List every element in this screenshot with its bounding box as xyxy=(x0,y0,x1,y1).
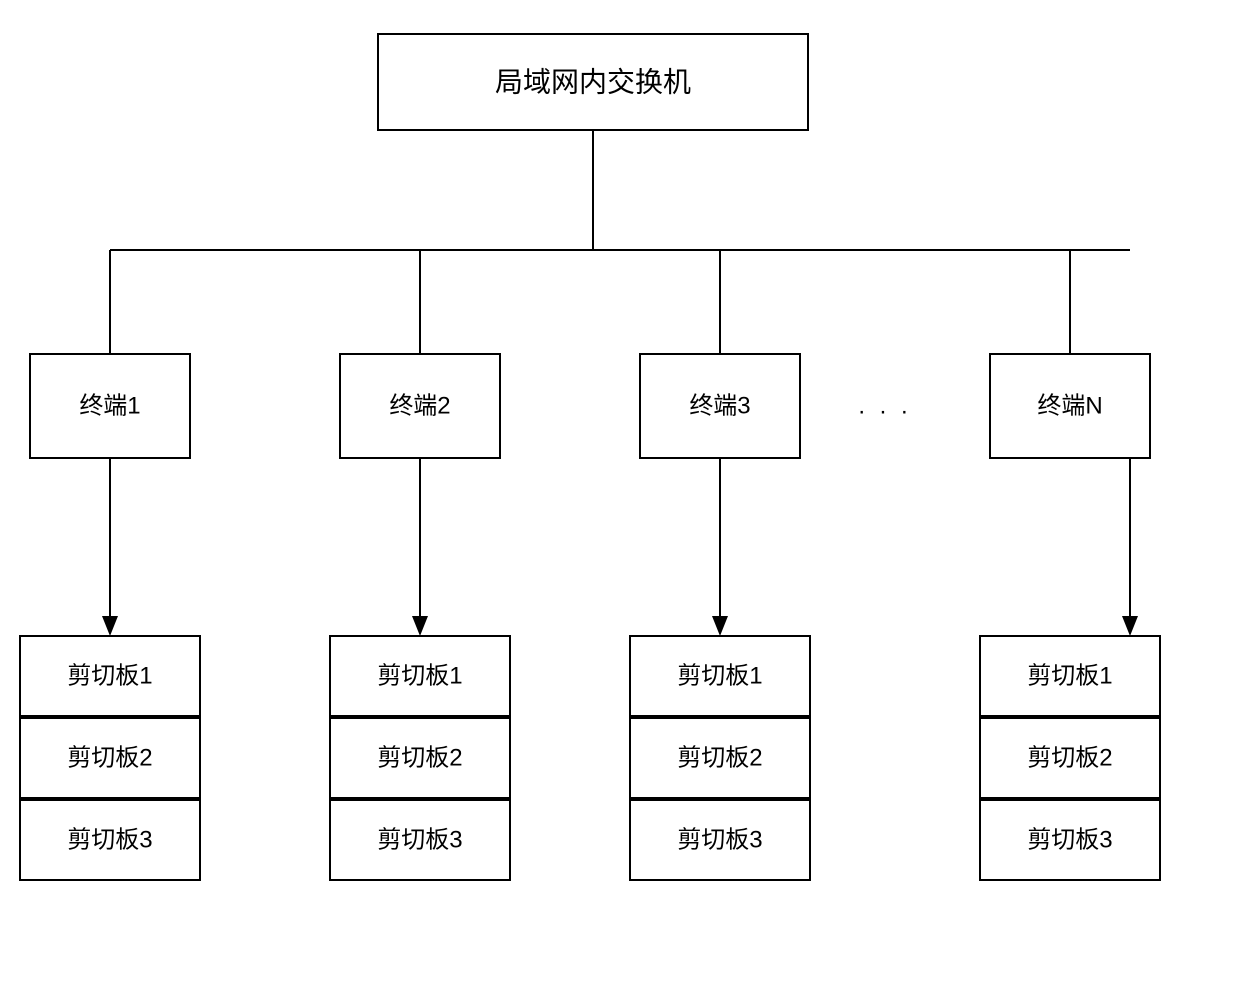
terminal-2-clipboard-3-label: 剪切板3 xyxy=(377,827,462,854)
terminal-1-clipboard-3-label: 剪切板3 xyxy=(67,827,152,854)
arrow-head-terminal-1 xyxy=(102,616,118,636)
terminal-n-label: 终端N xyxy=(1037,393,1102,420)
terminal-3-clipboard-2-label: 剪切板2 xyxy=(677,745,762,772)
ellipsis: . . . xyxy=(858,393,911,420)
arrow-head-terminal-3 xyxy=(712,616,728,636)
terminal-3-clipboard-3-label: 剪切板3 xyxy=(677,827,762,854)
terminal-n-clipboard-2-label: 剪切板2 xyxy=(1027,745,1112,772)
terminal-3-label: 终端3 xyxy=(689,393,750,420)
terminal-2-label: 终端2 xyxy=(389,393,450,420)
terminal-2-clipboard-2-label: 剪切板2 xyxy=(377,745,462,772)
terminal-1-clipboard-2-label: 剪切板2 xyxy=(67,745,152,772)
terminal-n-clipboard-3-label: 剪切板3 xyxy=(1027,827,1112,854)
arrow-head-terminal-n xyxy=(1122,616,1138,636)
terminal-3-clipboard-1-label: 剪切板1 xyxy=(677,663,762,690)
terminal-1-clipboard-1-label: 剪切板1 xyxy=(67,663,152,690)
arrow-head-terminal-2 xyxy=(412,616,428,636)
terminal-1-label: 终端1 xyxy=(79,393,140,420)
terminal-2-clipboard-1-label: 剪切板1 xyxy=(377,663,462,690)
terminal-n-clipboard-1-label: 剪切板1 xyxy=(1027,663,1112,690)
root-label: 局域网内交换机 xyxy=(495,67,691,98)
